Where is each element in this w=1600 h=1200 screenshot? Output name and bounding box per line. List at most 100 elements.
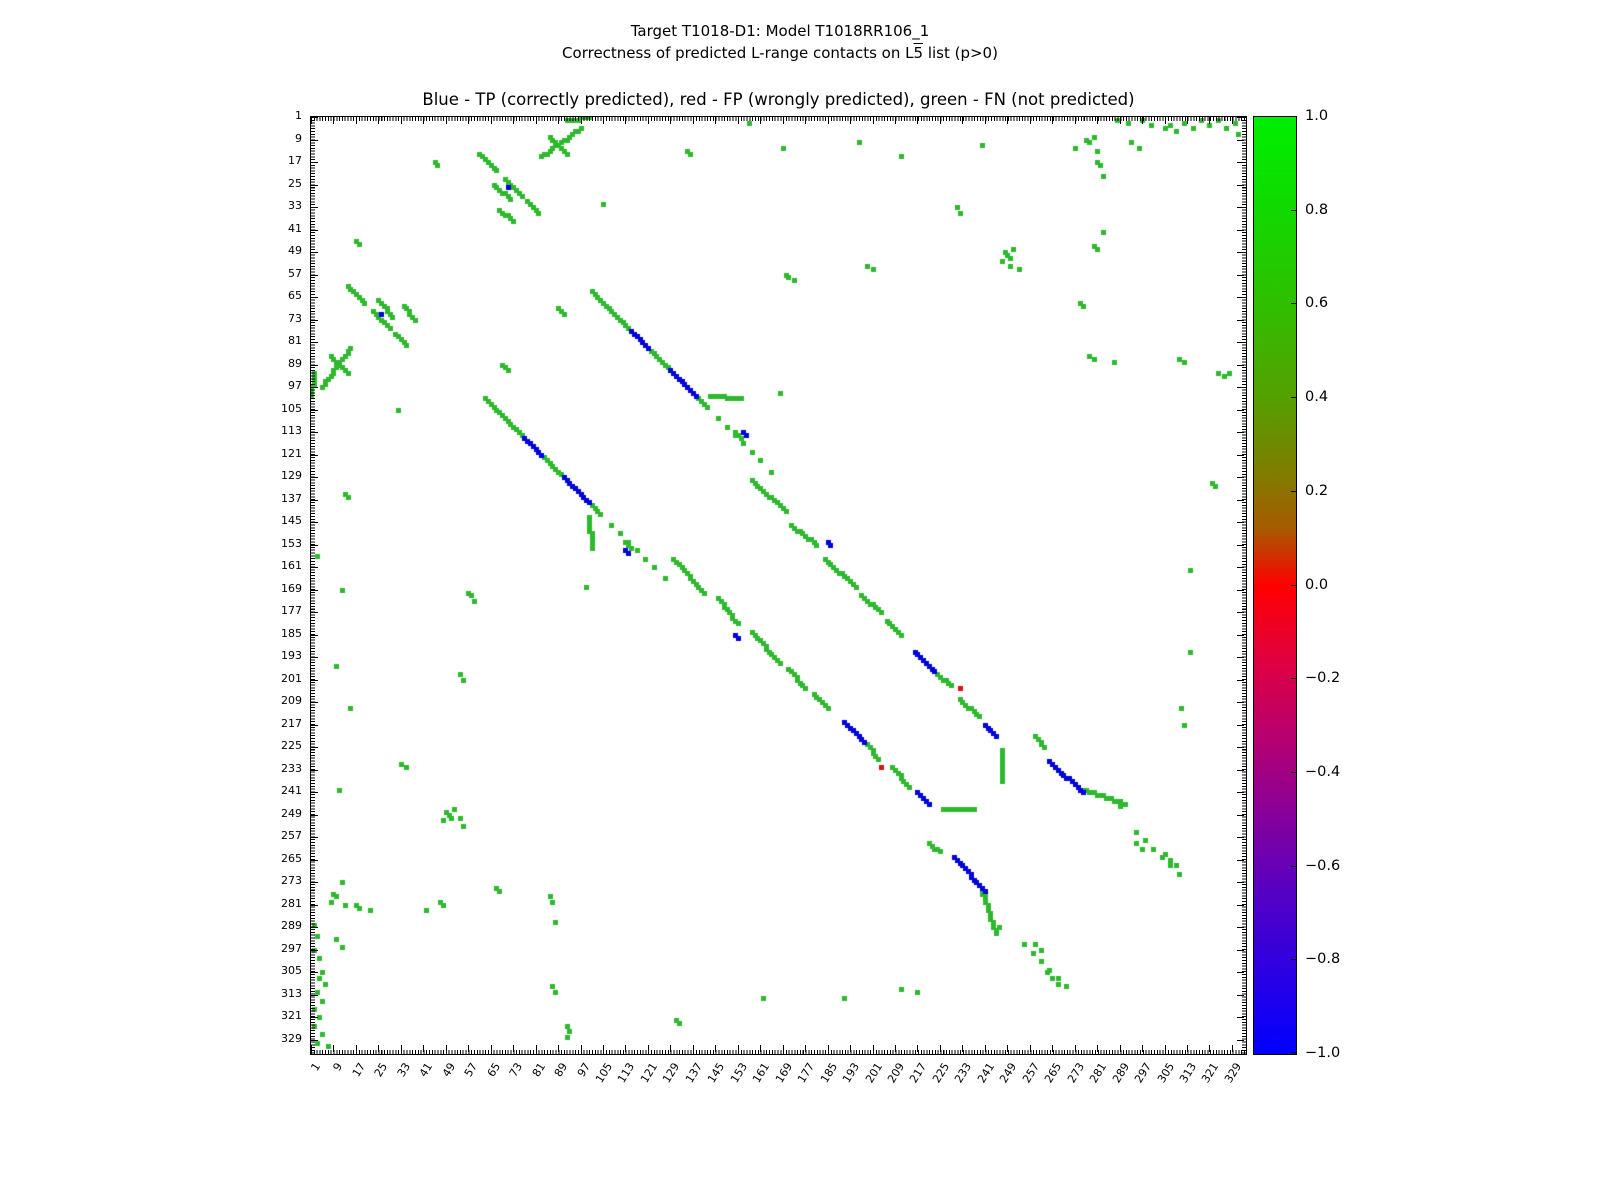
major-tick: [558, 1045, 559, 1052]
major-tick: [738, 1045, 739, 1052]
y-tick-label: 129: [281, 469, 302, 482]
major-tick: [311, 927, 318, 928]
y-tick-label: 57: [288, 267, 302, 280]
major-tick: [536, 117, 537, 124]
major-tick: [311, 162, 318, 163]
major-tick: [311, 702, 318, 703]
colorbar-tick-mark: [1291, 585, 1297, 586]
major-tick: [1030, 1045, 1031, 1052]
major-tick: [311, 522, 318, 523]
major-tick: [311, 770, 318, 771]
major-tick: [311, 410, 318, 411]
major-tick: [985, 1045, 986, 1052]
y-tick-label: 305: [281, 964, 302, 977]
major-tick: [828, 1045, 829, 1052]
major-tick: [311, 117, 312, 124]
major-tick: [1237, 950, 1244, 951]
major-tick: [311, 680, 318, 681]
major-tick: [311, 590, 318, 591]
y-tick-label: 297: [281, 942, 302, 955]
major-tick: [1237, 207, 1244, 208]
major-tick: [311, 747, 318, 748]
major-tick: [1237, 837, 1244, 838]
y-tick-label: 185: [281, 627, 302, 640]
colorbar-tick-label: 0.8: [1305, 202, 1329, 218]
major-tick: [468, 1045, 469, 1052]
major-tick: [311, 455, 318, 456]
major-tick: [1237, 477, 1244, 478]
major-tick: [513, 1045, 514, 1052]
major-tick: [311, 792, 318, 793]
major-tick: [1237, 590, 1244, 591]
colorbar-tick-label: −0.8: [1305, 951, 1341, 967]
y-tick-label: 249: [281, 807, 302, 820]
major-tick: [311, 1045, 312, 1052]
major-tick: [1237, 252, 1244, 253]
major-tick: [1237, 972, 1244, 973]
major-tick: [1237, 657, 1244, 658]
major-tick: [1237, 567, 1244, 568]
colorbar-tick-label: 1.0: [1305, 108, 1329, 124]
major-tick: [1030, 117, 1031, 124]
major-tick: [603, 1045, 604, 1052]
major-tick: [1237, 770, 1244, 771]
major-tick: [850, 1045, 851, 1052]
y-tick-label: 241: [281, 784, 302, 797]
major-tick: [311, 387, 318, 388]
major-tick: [311, 342, 318, 343]
major-tick: [378, 117, 379, 124]
major-tick: [1232, 117, 1233, 124]
major-tick: [1237, 230, 1244, 231]
major-tick: [1237, 635, 1244, 636]
y-tick-label: 49: [288, 244, 302, 257]
major-tick: [491, 117, 492, 124]
major-tick: [693, 1045, 694, 1052]
major-tick: [581, 1045, 582, 1052]
y-tick-label: 289: [281, 919, 302, 932]
major-tick: [1237, 522, 1244, 523]
major-tick: [648, 1045, 649, 1052]
major-tick: [1237, 297, 1244, 298]
major-tick: [311, 995, 318, 996]
y-tick-label: 25: [288, 177, 302, 190]
major-tick: [311, 612, 318, 613]
y-tick-label: 313: [281, 987, 302, 1000]
y-tick-label: 65: [288, 289, 302, 302]
colorbar-tick-label: −0.6: [1305, 858, 1341, 874]
major-tick: [446, 117, 447, 124]
y-tick-label: 73: [288, 312, 302, 325]
y-tick-label: 265: [281, 852, 302, 865]
major-tick: [1007, 117, 1008, 124]
major-tick: [1237, 117, 1244, 118]
major-tick: [895, 117, 896, 124]
major-tick: [356, 117, 357, 124]
major-tick: [311, 252, 318, 253]
major-tick: [311, 725, 318, 726]
major-tick: [1165, 117, 1166, 124]
major-tick: [311, 567, 318, 568]
major-tick: [491, 1045, 492, 1052]
y-tick-label: 225: [281, 739, 302, 752]
colorbar-tick-mark: [1291, 1052, 1297, 1053]
y-tick-label: 81: [288, 334, 302, 347]
major-tick: [333, 1045, 334, 1052]
major-tick: [311, 297, 318, 298]
major-tick: [311, 320, 318, 321]
colorbar-tick-mark: [1291, 210, 1297, 211]
major-tick: [962, 117, 963, 124]
major-tick: [311, 1040, 318, 1041]
major-tick: [1237, 410, 1244, 411]
major-tick: [311, 275, 318, 276]
major-tick: [378, 1045, 379, 1052]
major-tick: [1237, 500, 1244, 501]
major-tick: [311, 815, 318, 816]
major-tick: [558, 117, 559, 124]
major-tick: [1237, 320, 1244, 321]
y-tick-label: 321: [281, 1009, 302, 1022]
major-tick: [311, 860, 318, 861]
major-tick: [311, 500, 318, 501]
major-tick: [1237, 905, 1244, 906]
major-tick: [1097, 117, 1098, 124]
major-tick: [828, 117, 829, 124]
major-tick: [1237, 882, 1244, 883]
